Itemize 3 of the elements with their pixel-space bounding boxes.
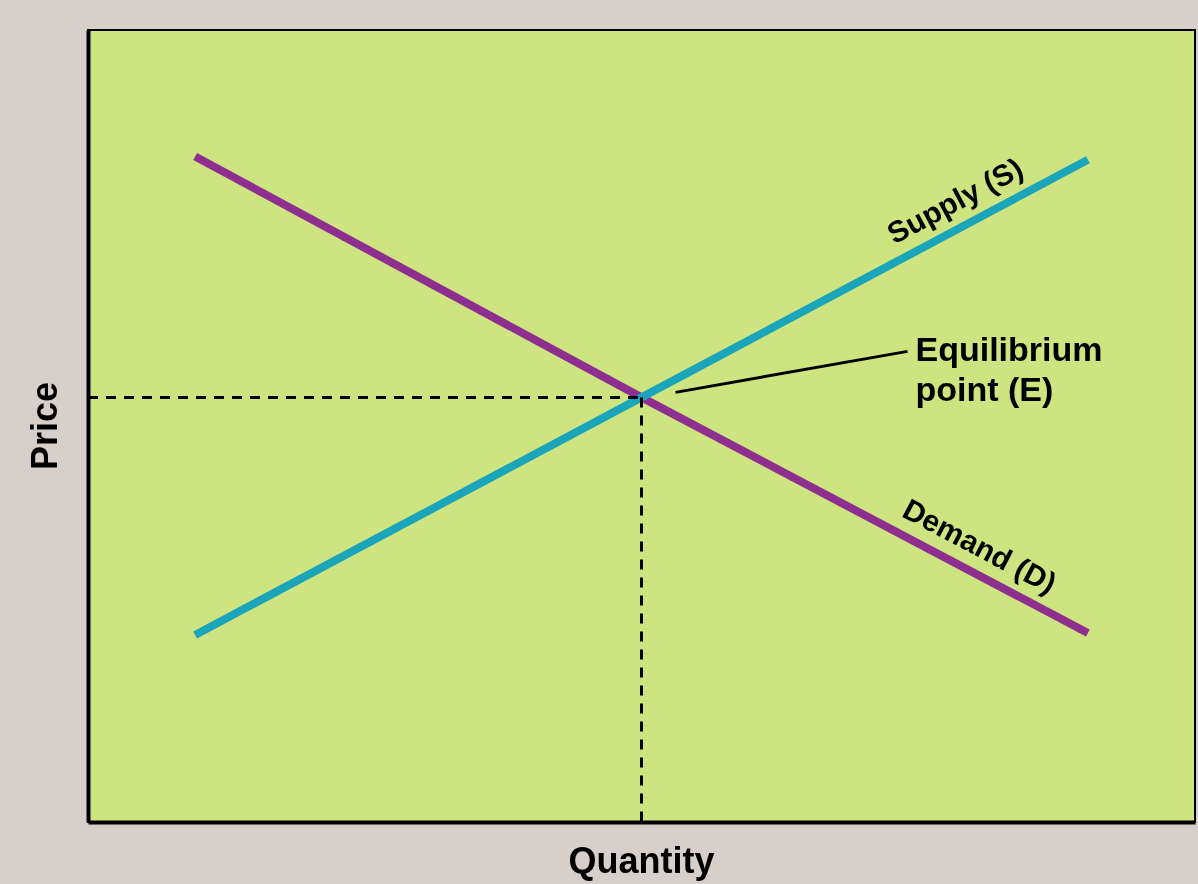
y-axis-title: Price — [24, 381, 65, 471]
x-axis-title: Quantity — [568, 840, 715, 881]
annotation: Equilibrium point (E) — [915, 330, 1103, 409]
